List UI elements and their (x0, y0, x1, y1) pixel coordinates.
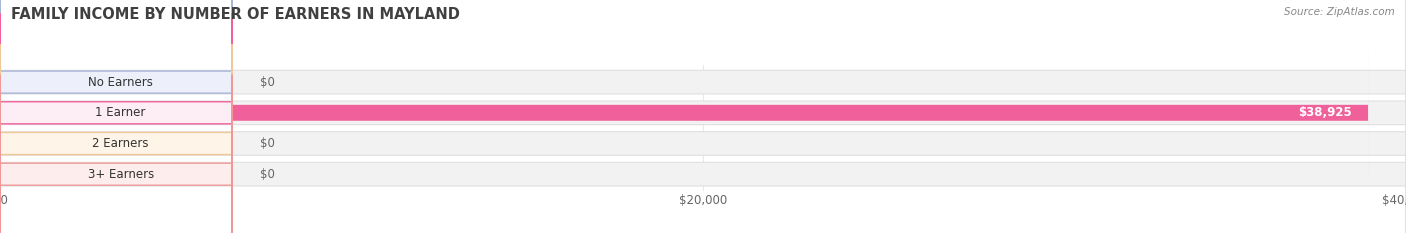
Text: $38,925: $38,925 (1298, 106, 1351, 119)
Text: 2 Earners: 2 Earners (93, 137, 149, 150)
FancyBboxPatch shape (0, 37, 1406, 233)
Text: $0: $0 (260, 168, 276, 181)
Text: FAMILY INCOME BY NUMBER OF EARNERS IN MAYLAND: FAMILY INCOME BY NUMBER OF EARNERS IN MA… (11, 7, 460, 22)
Text: 3+ Earners: 3+ Earners (87, 168, 153, 181)
FancyBboxPatch shape (0, 0, 232, 182)
Text: Source: ZipAtlas.com: Source: ZipAtlas.com (1284, 7, 1395, 17)
FancyBboxPatch shape (0, 0, 1406, 188)
FancyBboxPatch shape (0, 41, 1368, 185)
FancyBboxPatch shape (0, 7, 1406, 219)
FancyBboxPatch shape (0, 44, 232, 233)
FancyBboxPatch shape (0, 68, 1406, 233)
Text: No Earners: No Earners (89, 76, 153, 89)
Text: 1 Earner: 1 Earner (96, 106, 146, 119)
FancyBboxPatch shape (0, 75, 232, 233)
Text: $0: $0 (260, 76, 276, 89)
FancyBboxPatch shape (0, 13, 232, 212)
Text: $0: $0 (260, 137, 276, 150)
